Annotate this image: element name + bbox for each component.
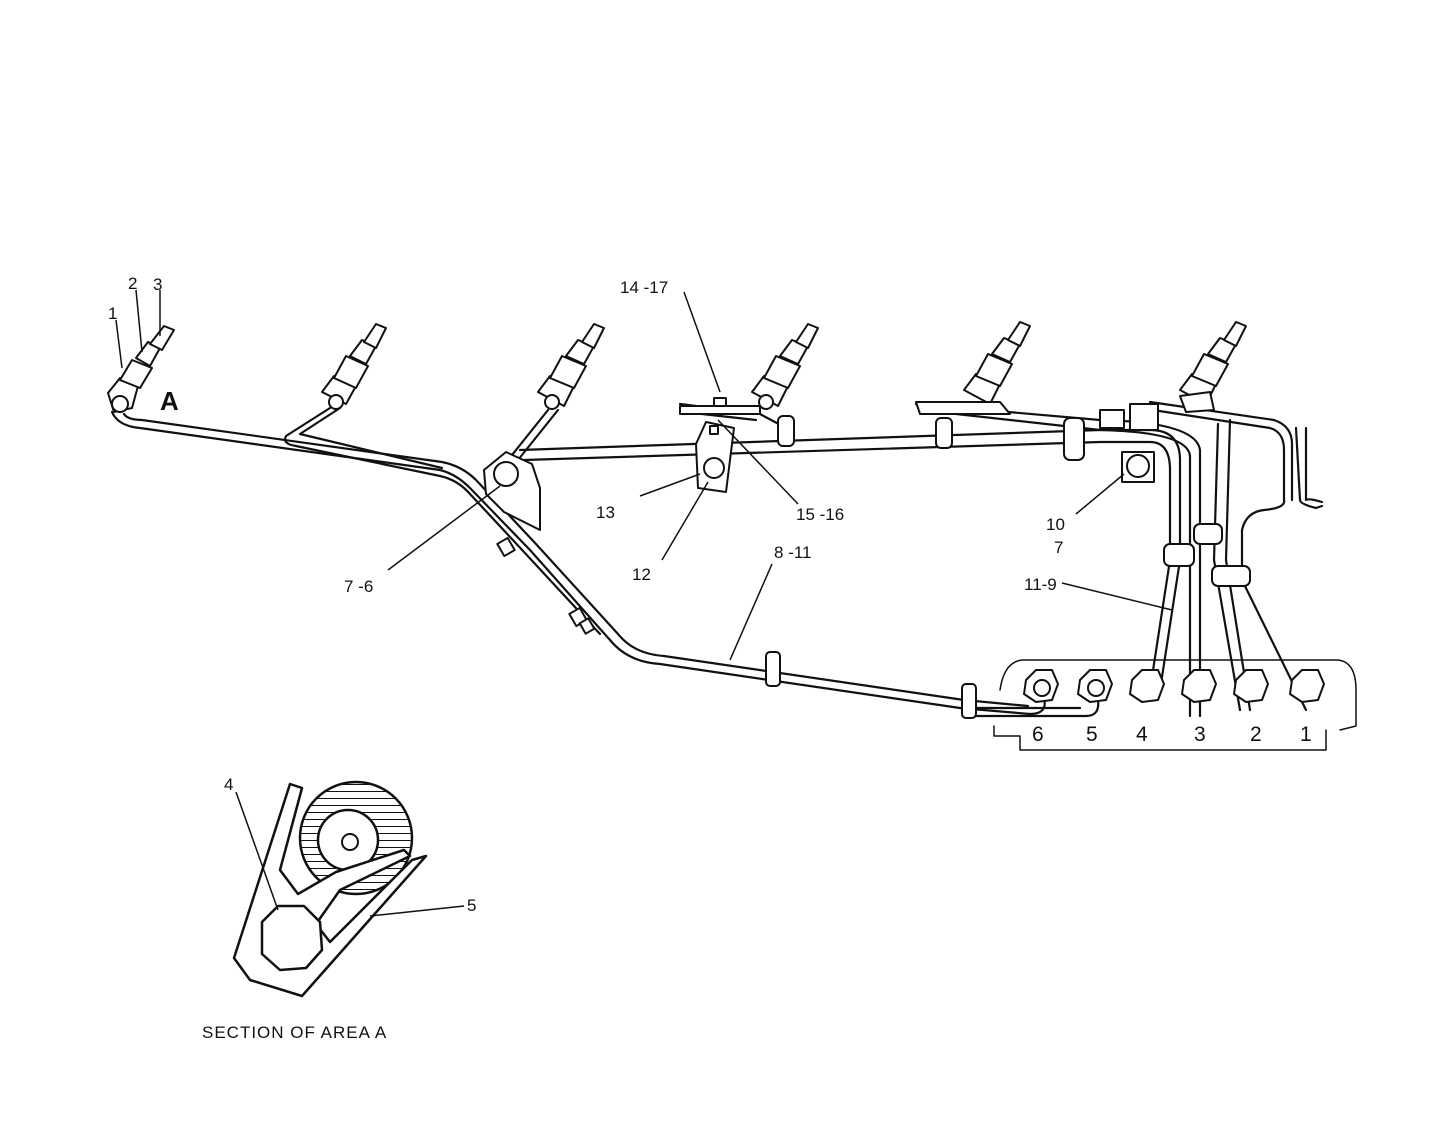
- section-caption: SECTION OF AREA A: [202, 1023, 387, 1042]
- callout-10: 10: [1046, 515, 1065, 534]
- cylinder-number-2: 2: [1250, 723, 1262, 746]
- clamps: [483, 391, 1251, 719]
- cylinder-number-1: 1: [1300, 723, 1312, 746]
- pump-outlet-1: [1289, 669, 1325, 703]
- callout-12: 12: [632, 565, 651, 584]
- callout-13: 13: [596, 503, 615, 522]
- cylinder-number-4: 4: [1136, 723, 1148, 746]
- callout-4: 4: [224, 775, 233, 794]
- area-a-label: A: [160, 386, 179, 416]
- section-area-a-inset: 4 5 SECTION OF AREA A: [202, 775, 476, 1042]
- pump-outlet-3: [1181, 669, 1217, 703]
- cylinder-number-5: 5: [1086, 723, 1098, 746]
- callout-3: 3: [153, 275, 162, 294]
- callout-5: 5: [467, 896, 476, 915]
- pump-outlet-2: [1233, 669, 1269, 703]
- injector-3: [537, 323, 605, 410]
- fuel-pump: 6 5 4 3 2 1: [993, 659, 1357, 751]
- callout-7: 7: [1054, 538, 1063, 557]
- callout-14-17: 14 -17: [620, 278, 668, 297]
- injector-2: [321, 323, 387, 410]
- callouts: 1 2 3 14 -17 13 15 -16 12 7 -6 8 -11 10 …: [108, 274, 1173, 661]
- callout-15-16: 15 -16: [796, 505, 844, 524]
- injector-5: [963, 321, 1031, 405]
- injector-4: [751, 323, 819, 410]
- cylinder-number-6: 6: [1032, 723, 1044, 746]
- pump-outlet-5: [1077, 669, 1113, 703]
- injector-6: [1179, 321, 1247, 405]
- callout-11-9: 11-9: [1024, 575, 1057, 594]
- injector-1: [107, 325, 175, 413]
- callout-8-11: 8 -11: [774, 543, 812, 562]
- pump-outlet-6: [1023, 669, 1059, 703]
- cylinder-number-3: 3: [1194, 723, 1206, 746]
- callout-7-6: 7 -6: [344, 577, 373, 596]
- callout-2: 2: [128, 274, 137, 293]
- callout-1: 1: [108, 304, 117, 323]
- pump-outlet-4: [1129, 669, 1165, 703]
